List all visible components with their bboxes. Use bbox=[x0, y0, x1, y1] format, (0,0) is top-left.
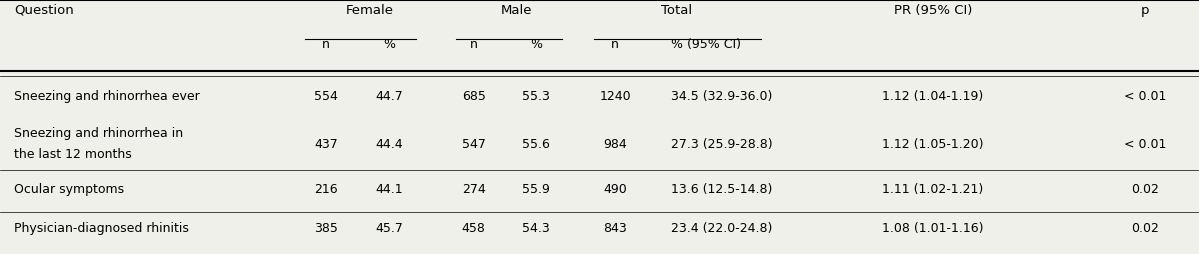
Text: 547: 547 bbox=[462, 138, 486, 151]
Text: 1.08 (1.01-1.16): 1.08 (1.01-1.16) bbox=[882, 222, 983, 235]
Text: 44.1: 44.1 bbox=[375, 183, 404, 196]
Text: %: % bbox=[530, 38, 542, 51]
Text: 216: 216 bbox=[314, 183, 338, 196]
Text: 274: 274 bbox=[462, 183, 486, 196]
Text: 55.3: 55.3 bbox=[522, 90, 550, 103]
Text: Sneezing and rhinorrhea ever: Sneezing and rhinorrhea ever bbox=[14, 90, 200, 103]
Text: Question: Question bbox=[14, 4, 74, 17]
Text: 1.12 (1.05-1.20): 1.12 (1.05-1.20) bbox=[882, 138, 983, 151]
Text: 44.4: 44.4 bbox=[375, 138, 404, 151]
Text: 44.7: 44.7 bbox=[375, 90, 404, 103]
Text: 34.5 (32.9-36.0): 34.5 (32.9-36.0) bbox=[671, 90, 773, 103]
Text: 554: 554 bbox=[314, 90, 338, 103]
Text: p: p bbox=[1140, 4, 1150, 17]
Text: Ocular symptoms: Ocular symptoms bbox=[14, 183, 125, 196]
Text: 45.7: 45.7 bbox=[375, 222, 404, 235]
Text: Male: Male bbox=[501, 4, 532, 17]
Text: 54.3: 54.3 bbox=[522, 222, 550, 235]
Text: 1.11 (1.02-1.21): 1.11 (1.02-1.21) bbox=[882, 183, 983, 196]
Text: 1240: 1240 bbox=[600, 90, 631, 103]
Text: 0.02: 0.02 bbox=[1131, 222, 1159, 235]
Text: 55.6: 55.6 bbox=[522, 138, 550, 151]
Text: 984: 984 bbox=[603, 138, 627, 151]
Text: n: n bbox=[611, 38, 619, 51]
Text: 490: 490 bbox=[603, 183, 627, 196]
Text: 685: 685 bbox=[462, 90, 486, 103]
Text: % (95% CI): % (95% CI) bbox=[671, 38, 741, 51]
Text: < 0.01: < 0.01 bbox=[1123, 138, 1167, 151]
Text: n: n bbox=[323, 38, 330, 51]
Text: 0.02: 0.02 bbox=[1131, 183, 1159, 196]
Text: 1.12 (1.04-1.19): 1.12 (1.04-1.19) bbox=[882, 90, 983, 103]
Text: 55.9: 55.9 bbox=[522, 183, 550, 196]
Text: the last 12 months: the last 12 months bbox=[14, 148, 132, 162]
Text: 458: 458 bbox=[462, 222, 486, 235]
Text: 23.4 (22.0-24.8): 23.4 (22.0-24.8) bbox=[671, 222, 773, 235]
Text: 843: 843 bbox=[603, 222, 627, 235]
Text: 385: 385 bbox=[314, 222, 338, 235]
Text: 27.3 (25.9-28.8): 27.3 (25.9-28.8) bbox=[671, 138, 773, 151]
Text: < 0.01: < 0.01 bbox=[1123, 90, 1167, 103]
Text: %: % bbox=[384, 38, 396, 51]
Text: Female: Female bbox=[345, 4, 394, 17]
Text: Physician-diagnosed rhinitis: Physician-diagnosed rhinitis bbox=[14, 222, 189, 235]
Text: Total: Total bbox=[662, 4, 692, 17]
Text: n: n bbox=[470, 38, 477, 51]
Text: 13.6 (12.5-14.8): 13.6 (12.5-14.8) bbox=[671, 183, 773, 196]
Text: Sneezing and rhinorrhea in: Sneezing and rhinorrhea in bbox=[14, 127, 183, 140]
Text: 437: 437 bbox=[314, 138, 338, 151]
Text: PR (95% CI): PR (95% CI) bbox=[893, 4, 972, 17]
